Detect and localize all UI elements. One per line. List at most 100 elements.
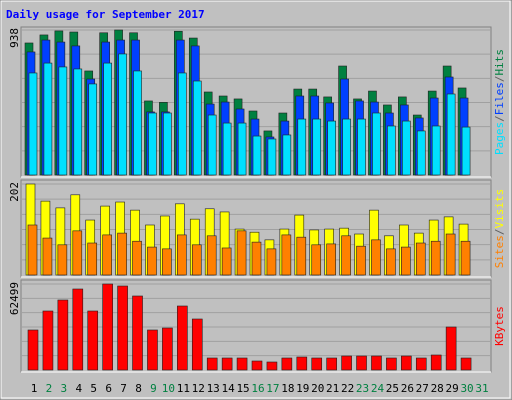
bar: [266, 248, 277, 276]
bar: [402, 120, 411, 176]
x-tick-label: 16: [251, 382, 264, 395]
bar: [342, 118, 351, 176]
bar: [207, 114, 217, 176]
bar: [266, 361, 278, 371]
bar: [416, 130, 426, 176]
bar: [73, 68, 83, 176]
bar: [27, 224, 38, 276]
legend-entry: Files: [493, 82, 506, 115]
legend-separator: /: [493, 229, 506, 236]
bar: [387, 125, 396, 176]
bar: [221, 357, 233, 371]
x-tick-label: 5: [90, 382, 97, 395]
x-tick-label: 17: [266, 382, 279, 395]
bar: [206, 235, 217, 276]
plot-area: [20, 279, 492, 373]
bar: [118, 53, 127, 176]
x-tick-label: 26: [401, 382, 414, 395]
bar: [42, 310, 54, 371]
x-tick-label: 7: [120, 382, 127, 395]
bar: [430, 354, 442, 371]
x-tick-label: 24: [371, 382, 385, 395]
bar: [191, 318, 203, 371]
bar: [132, 295, 143, 371]
bar: [371, 239, 381, 276]
bar: [296, 356, 308, 371]
bar: [311, 244, 322, 276]
bar: [356, 245, 366, 276]
x-tick-label: 3: [61, 382, 68, 395]
x-tick-label: 25: [386, 382, 399, 395]
bar: [27, 329, 39, 371]
x-tick-label: 14: [222, 382, 236, 395]
bar: [251, 360, 263, 371]
legend-entry: Visits: [493, 189, 506, 229]
x-tick-label: 27: [416, 382, 429, 395]
x-tick-label: 22: [341, 382, 354, 395]
x-tick-label: 9: [150, 382, 157, 395]
bar: [267, 138, 277, 176]
bar: [117, 285, 128, 371]
legend-entry: Hits: [493, 49, 506, 76]
bar: [341, 235, 351, 276]
legend-entry: Sites: [493, 235, 506, 268]
bar: [102, 234, 112, 276]
bar: [178, 72, 187, 176]
chart-title: Daily usage for September 2017: [6, 8, 205, 21]
bar: [177, 234, 187, 276]
x-tick-label: 1: [31, 382, 38, 395]
bar: [147, 246, 157, 276]
y-tick-label: 202: [8, 182, 21, 202]
bar: [72, 288, 84, 371]
bar: [282, 134, 292, 176]
x-tick-label: 21: [326, 382, 339, 395]
bar: [191, 244, 202, 276]
bar: [461, 126, 471, 176]
x-tick-label: 20: [311, 382, 324, 395]
bar: [58, 66, 68, 176]
bar: [236, 357, 248, 371]
bar: [251, 241, 262, 276]
bar: [372, 112, 381, 176]
bar: [87, 242, 98, 276]
bar: [401, 246, 411, 276]
bar: [415, 242, 426, 276]
legend-entry: KBytes: [493, 306, 506, 346]
bar: [147, 329, 158, 371]
bar: [57, 244, 68, 276]
bar: [326, 243, 336, 276]
bar: [57, 299, 69, 371]
bar: [236, 230, 247, 276]
bar: [222, 122, 232, 176]
legend-separator: /: [493, 115, 506, 122]
bar: [445, 326, 457, 371]
bar: [327, 120, 336, 176]
x-tick-label: 10: [162, 382, 175, 395]
bar: [177, 305, 188, 371]
bar: [311, 357, 323, 371]
legend-entry: Pages: [493, 122, 506, 155]
bar: [102, 283, 113, 371]
bar: [356, 355, 367, 371]
x-tick-label: 13: [207, 382, 220, 395]
bar: [28, 72, 38, 176]
bar: [415, 357, 427, 371]
x-tick-label: 2: [46, 382, 53, 395]
x-tick-label: 18: [281, 382, 294, 395]
x-tick-label: 30: [460, 382, 473, 395]
bar: [88, 83, 98, 176]
bar: [103, 62, 112, 176]
bar: [72, 230, 83, 276]
x-tick-label: 12: [192, 382, 205, 395]
bar: [386, 248, 396, 276]
legend-separator: /: [493, 76, 506, 83]
bar: [312, 118, 322, 176]
bar: [281, 234, 292, 276]
bar: [133, 70, 142, 176]
bar: [117, 232, 127, 276]
bar: [132, 240, 142, 276]
bar: [430, 240, 441, 276]
legend: Sites/Visits: [493, 189, 506, 269]
